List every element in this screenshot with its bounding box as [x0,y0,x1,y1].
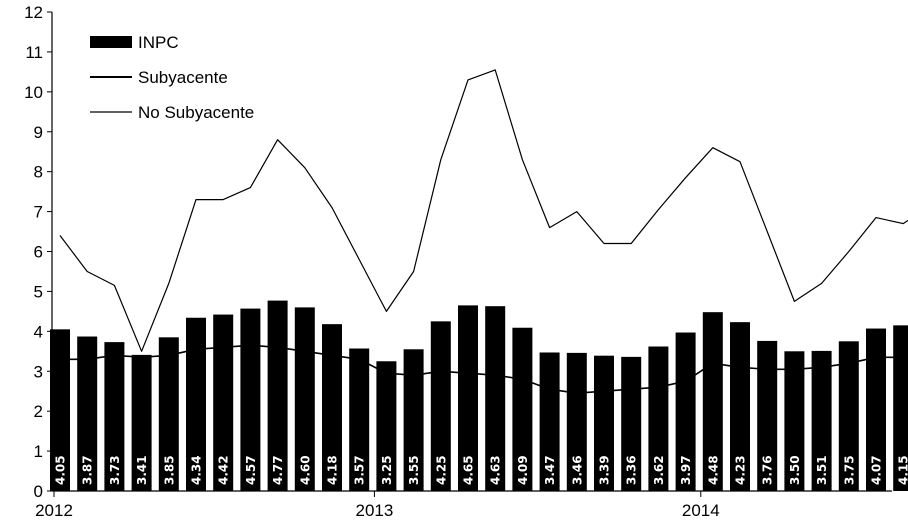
bar-inpc [458,305,478,491]
legend-label-no-subyacente: No Subyacente [138,103,254,122]
bar-value-label: 3.55 [407,455,421,485]
bar-inpc [512,327,533,491]
y-tick-label: 2 [34,402,43,421]
bar-inpc [485,306,506,491]
y-tick-label: 1 [34,442,43,461]
bar-inpc [866,328,886,491]
bar-value-label: 4.57 [244,455,258,485]
x-tick-label: 2012 [35,501,73,520]
bar-inpc [240,308,261,491]
bar-value-label: 3.51 [815,455,829,485]
lines-group [59,69,908,394]
bar-value-label: 4.60 [298,455,312,485]
legend-swatch-inpc [90,36,132,48]
bar-value-label: 4.48 [706,455,720,485]
axes-group: 01234567891011122012201320142015 [24,3,892,520]
bar-inpc [131,354,152,491]
bar-value-label: 3.57 [353,455,367,485]
bar-value-label: 3.50 [788,455,802,485]
bar-value-label: 4.07 [870,455,884,485]
y-tick-label: 3 [34,362,43,381]
y-tick-label: 12 [24,3,43,22]
y-tick-label: 10 [24,83,43,102]
bar-value-label: 4.42 [217,455,231,485]
bar-inpc [811,350,832,491]
bars-group: 4.05 3.87 3.73 3.41 3.85 4.34 4.42 4.57 4.77 4.60… [50,300,908,491]
bar-inpc [430,321,451,491]
bar-inpc [158,337,179,491]
y-tick-label: 8 [34,163,43,182]
bar-inpc [104,342,125,491]
bar-inpc [838,341,859,491]
bar-inpc [186,317,206,491]
y-tick-label: 6 [34,243,43,262]
bar-inpc [893,325,908,491]
bar-value-label: 4.34 [190,455,204,485]
bar-value-label: 3.85 [162,455,176,485]
bar-value-label: 3.39 [598,455,612,485]
bar-inpc [403,349,424,491]
bar-value-label: 4.18 [326,455,340,485]
bar-inpc [566,352,587,491]
bar-value-label: 4.15 [897,455,908,485]
bar-value-label: 3.36 [625,455,639,485]
bar-inpc [50,329,70,491]
bar-inpc [77,336,98,491]
y-tick-label: 5 [34,282,43,301]
bar-value-label: 3.25 [380,455,394,485]
bar-inpc [784,351,805,491]
bar-inpc [702,312,723,491]
bar-inpc [213,314,234,491]
bar-value-label: 4.63 [489,455,503,485]
y-tick-label: 4 [34,322,43,341]
bar-inpc [648,346,669,491]
x-tick-label: 2013 [355,501,393,520]
bar-value-label: 3.46 [570,455,584,485]
bar-value-label: 3.76 [761,455,775,485]
y-tick-label: 0 [34,482,43,501]
bar-value-label: 3.62 [652,455,666,485]
legend-label-inpc: INPC [138,33,179,52]
bar-inpc [730,322,750,491]
line-subyacente [60,344,908,394]
bar-value-label: 4.23 [734,455,748,485]
bar-inpc [349,348,370,491]
legend: INPC Subyacente No Subyacente [90,33,254,122]
y-tick-label: 9 [34,123,43,142]
bar-value-label: 3.47 [543,455,557,485]
bar-inpc [621,356,642,491]
bar-value-label: 3.97 [679,455,693,485]
bar-value-label: 3.73 [108,455,122,485]
bar-value-label: 4.05 [54,455,68,485]
legend-label-subyacente: Subyacente [138,68,228,87]
y-tick-label: 11 [25,43,43,62]
bar-inpc [294,307,315,491]
bar-inpc [594,355,614,491]
x-tick-label: 2014 [682,501,720,520]
bar-value-label: 4.77 [271,455,285,485]
bar-value-label: 4.65 [462,455,476,485]
bar-inpc [757,340,778,491]
bar-inpc [376,361,397,491]
bar-value-label: 3.75 [842,455,856,485]
bar-inpc [675,332,696,491]
bar-value-label: 4.25 [434,455,448,485]
bar-value-label: 3.87 [81,455,95,485]
bar-value-label: 3.41 [135,455,149,485]
bar-value-label: 4.09 [516,455,530,485]
bar-inpc [322,324,342,491]
line-no-subyacente [59,69,908,352]
y-tick-label: 7 [34,203,43,222]
